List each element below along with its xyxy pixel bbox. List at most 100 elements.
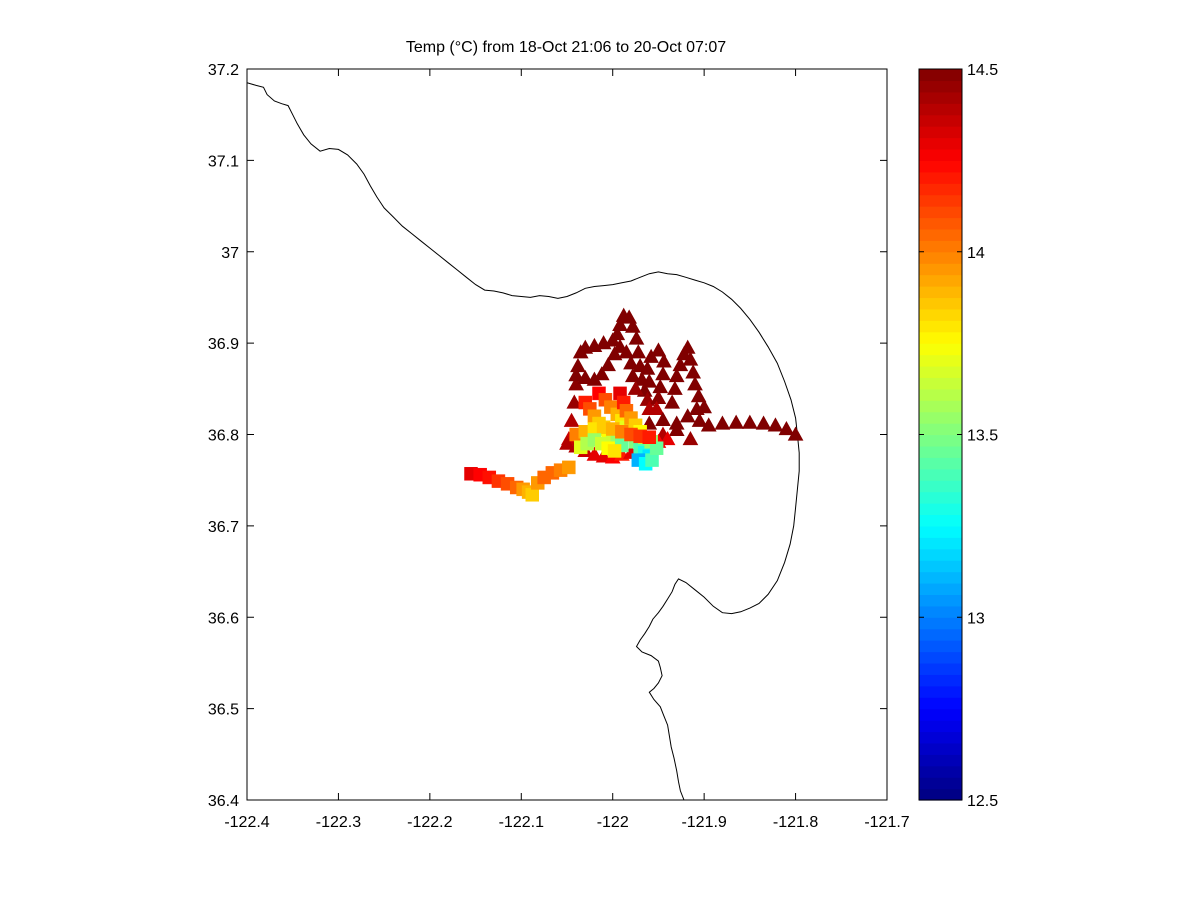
colorbar-segment: [919, 423, 962, 436]
y-tick-label: 37.1: [208, 153, 239, 170]
colorbar-segment: [919, 411, 962, 424]
colorbar-segment: [919, 720, 962, 733]
colorbar-segment: [919, 662, 962, 675]
y-tick-label: 36.6: [208, 610, 239, 627]
data-point: [652, 378, 669, 394]
colorbar-segment: [919, 605, 962, 618]
colorbar-segment: [919, 308, 962, 321]
data-point: [787, 426, 804, 441]
colorbar-segment: [919, 548, 962, 561]
data-point: [586, 446, 603, 461]
colorbar-segment: [919, 217, 962, 230]
colorbar-segment: [919, 582, 962, 596]
colorbar-segment: [919, 754, 962, 767]
colorbar-segment: [919, 228, 962, 241]
colorbar-segment: [919, 525, 962, 538]
colorbar-segment: [919, 445, 962, 458]
colorbar-segment: [919, 343, 962, 356]
data-point: [690, 388, 707, 403]
data-point: [714, 415, 731, 430]
data-point: [655, 411, 671, 426]
colorbar-segment: [919, 457, 962, 470]
data-point: [778, 420, 795, 436]
data-point: [630, 344, 647, 359]
colorbar-segment: [919, 560, 962, 573]
data-point: [682, 431, 699, 446]
data-point: [682, 351, 699, 366]
data-point: [667, 380, 683, 395]
data-point: [655, 366, 671, 381]
data-point: [668, 421, 685, 437]
colorbar: 12.5 13 13.5 14 14.5: [918, 62, 998, 810]
colorbar-segment: [919, 468, 962, 481]
colorbar-segment: [919, 297, 962, 310]
data-point: [767, 417, 784, 432]
colorbar-segment: [919, 708, 962, 721]
colorbar-segment: [919, 365, 962, 378]
colorbar-segment: [919, 571, 962, 584]
colorbar-segment: [919, 114, 962, 127]
colorbar-segment: [919, 194, 962, 207]
plot-area: -122.4 -122.3 -122.2 -122.1 -122 -121.9 -121.8…: [208, 62, 910, 831]
colorbar-segment: [919, 788, 962, 801]
colorbar-tick-label: 13.5: [967, 428, 998, 445]
data-point: [668, 367, 685, 383]
colorbar-segment: [919, 640, 962, 653]
y-tick-label: 36.5: [208, 702, 239, 719]
data-point: [570, 357, 586, 373]
data-point: [623, 355, 639, 370]
colorbar-segment: [919, 377, 962, 390]
data-point: [664, 394, 680, 409]
data-point: [627, 380, 644, 395]
y-tick-label: 36.8: [208, 428, 239, 445]
colorbar-segment: [919, 103, 962, 116]
colorbar-segment: [919, 331, 962, 344]
colorbar-segment: [919, 491, 962, 504]
data-point: [650, 389, 667, 405]
colorbar-segment: [919, 126, 962, 139]
data-point: [639, 360, 656, 375]
data-point: [559, 435, 575, 450]
data-point: [656, 353, 672, 368]
data-point: [728, 414, 744, 429]
colorbar-segment: [919, 91, 962, 104]
colorbar-segment: [919, 697, 962, 710]
chart-title: Temp (°C) from 18-Oct 21:06 to 20-Oct 07…: [406, 39, 726, 56]
data-point: [628, 330, 645, 345]
data-point: [642, 430, 657, 444]
colorbar-segment: [919, 674, 962, 687]
colorbar-segment: [919, 594, 962, 607]
y-tick-label: 37: [221, 245, 239, 262]
colorbar-segment: [919, 183, 962, 196]
colorbar-tick-label: 13: [967, 610, 985, 627]
colorbar-segment: [919, 685, 962, 698]
colorbar-segment: [919, 240, 962, 253]
x-tick-label: -121.7: [864, 814, 909, 831]
data-point: [696, 399, 712, 414]
colorbar-segment: [919, 274, 962, 287]
data-point: [525, 488, 540, 502]
y-tick-label: 37.2: [208, 62, 239, 79]
colorbar-segment: [919, 160, 962, 173]
data-point: [649, 441, 664, 455]
data-point: [645, 453, 659, 467]
data-point: [650, 342, 667, 357]
data-point: [612, 338, 628, 353]
data-point: [562, 460, 576, 475]
colorbar-segment: [919, 251, 962, 264]
colorbar-segment: [919, 400, 962, 413]
colorbar-segment: [919, 320, 962, 333]
coastline: [247, 82, 800, 800]
colorbar-segment: [919, 354, 962, 367]
data-point: [659, 431, 676, 446]
colorbar-segment: [919, 731, 962, 744]
colorbar-segment: [919, 148, 962, 161]
data-point: [624, 318, 641, 333]
colorbar-segment: [919, 206, 962, 219]
colorbar-segment: [919, 514, 962, 527]
colorbar-tick-label: 14: [967, 245, 985, 262]
colorbar-segment: [919, 69, 962, 82]
colorbar-tick-label: 12.5: [967, 793, 998, 810]
